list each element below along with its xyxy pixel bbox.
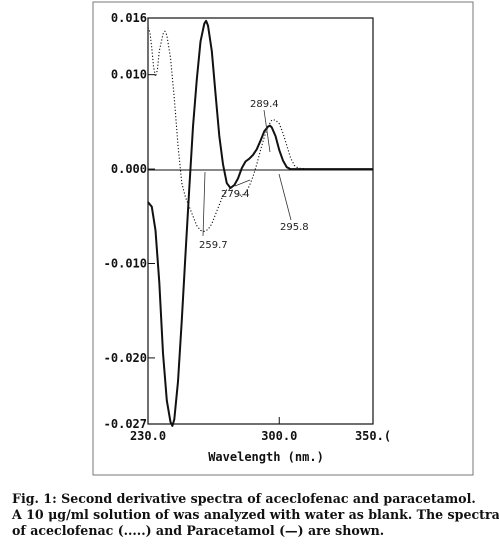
plot-area [147,17,374,425]
annotation-leader-295-8 [278,173,292,221]
annotation-leader-279-4 [234,179,251,187]
annotation-label-295-8: 295.8 [280,222,309,233]
series-layer [147,19,373,427]
x-tick-label: 300.0 [261,429,297,443]
annotation-label-259-7: 259.7 [199,240,228,251]
annotation-layer: 289.4 279.4 259.7 295.8 [199,99,309,251]
annotation-leader-289-4 [263,109,271,153]
annotation-label-289-4: 289.4 [250,99,279,110]
annotation-label-279-4: 279.4 [221,189,250,200]
caption-line-1: Fig. 1: Second derivative spectra of ace… [12,491,476,506]
y-axis: 0.016 0.010 0.000 -0.010 -0.020 -0.027 [104,11,155,431]
figure-caption: Fig. 1: Second derivative spectra of ace… [12,491,499,539]
y-tick-label: 0.016 [111,11,147,25]
y-tick-label: 0.000 [111,162,147,176]
x-tick-label: 350.( [355,429,391,443]
x-axis: 230.0 300.0 350.( [130,417,391,443]
y-tick-label: -0.010 [104,256,147,270]
chart-frame [92,1,474,476]
paracetamol-series-line [147,19,373,427]
y-tick-label: -0.020 [104,351,147,365]
x-axis-title: Wavelength (nm.) [208,450,324,464]
y-tick-label: 0.010 [111,68,147,82]
annotation-leader-259-7 [202,171,206,237]
x-tick-label: 230.0 [130,429,166,443]
aceclofenac-series-line [147,27,373,232]
caption-line-2: A 10 μg/ml solution of was analyzed with… [12,507,499,522]
caption-line-3: of aceclofenac (.....) and Paracetamol (… [12,523,385,538]
y-tick-label: -0.027 [104,417,147,431]
